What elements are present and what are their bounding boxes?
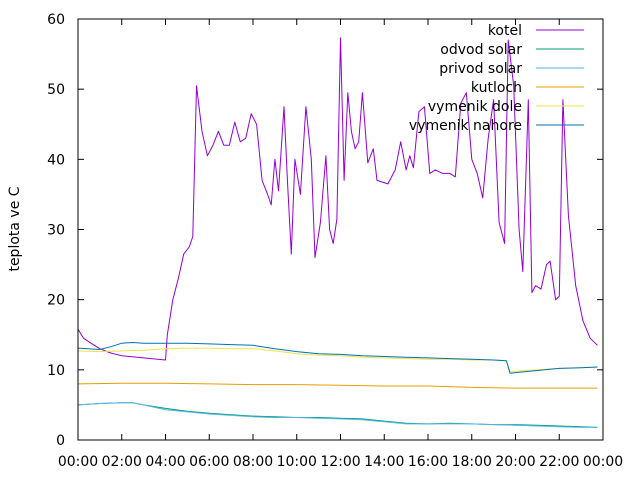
x-tick-label: 18:00 (452, 454, 492, 470)
x-tick-label: 22:00 (539, 454, 579, 470)
y-tick-label: 50 (47, 82, 65, 98)
legend-label: kutloch (471, 80, 522, 96)
y-tick-label: 20 (47, 293, 65, 309)
x-tick-label: 02:00 (102, 454, 142, 470)
x-tick-label: 08:00 (233, 454, 273, 470)
legend-label: vymenik dole (428, 99, 522, 115)
x-tick-label: 00:00 (58, 454, 98, 470)
y-tick-label: 0 (56, 433, 65, 449)
legend-label: privod solar (439, 61, 522, 77)
ticks-layer: 00:00 02:00 04:00 06:00 08:00 10:00 12:00 14:00… (47, 12, 623, 470)
y-tick-label: 60 (47, 12, 65, 28)
x-tick-label: 10:00 (277, 454, 317, 470)
x-tick-label: 12:00 (320, 454, 360, 470)
x-tick-label: 20:00 (495, 454, 535, 470)
series-line-privod-solar (77, 402, 598, 428)
x-tick-label: 04:00 (145, 454, 185, 470)
legend: kotel odvod solar privod solar kutloch vymen… (409, 23, 584, 134)
y-tick-label: 40 (47, 152, 65, 168)
x-tick-label: 06:00 (189, 454, 229, 470)
x-tick-label: 00:00 (583, 454, 623, 470)
y-axis-title: teplota ve C (7, 186, 23, 271)
legend-label: vymenik nahore (409, 118, 522, 134)
series-line-vymenik-nahore (77, 342, 598, 374)
legend-label: odvod solar (440, 42, 522, 58)
series-line-vymenik-dole (77, 347, 598, 372)
series-line-kotel (77, 37, 598, 361)
series-layer (77, 37, 598, 428)
legend-label: kotel (488, 23, 522, 39)
y-tick-label: 30 (47, 223, 65, 239)
series-line-kutloch (77, 382, 598, 389)
x-tick-label: 14:00 (364, 454, 404, 470)
x-tick-label: 16:00 (408, 454, 448, 470)
y-tick-label: 10 (47, 363, 65, 379)
